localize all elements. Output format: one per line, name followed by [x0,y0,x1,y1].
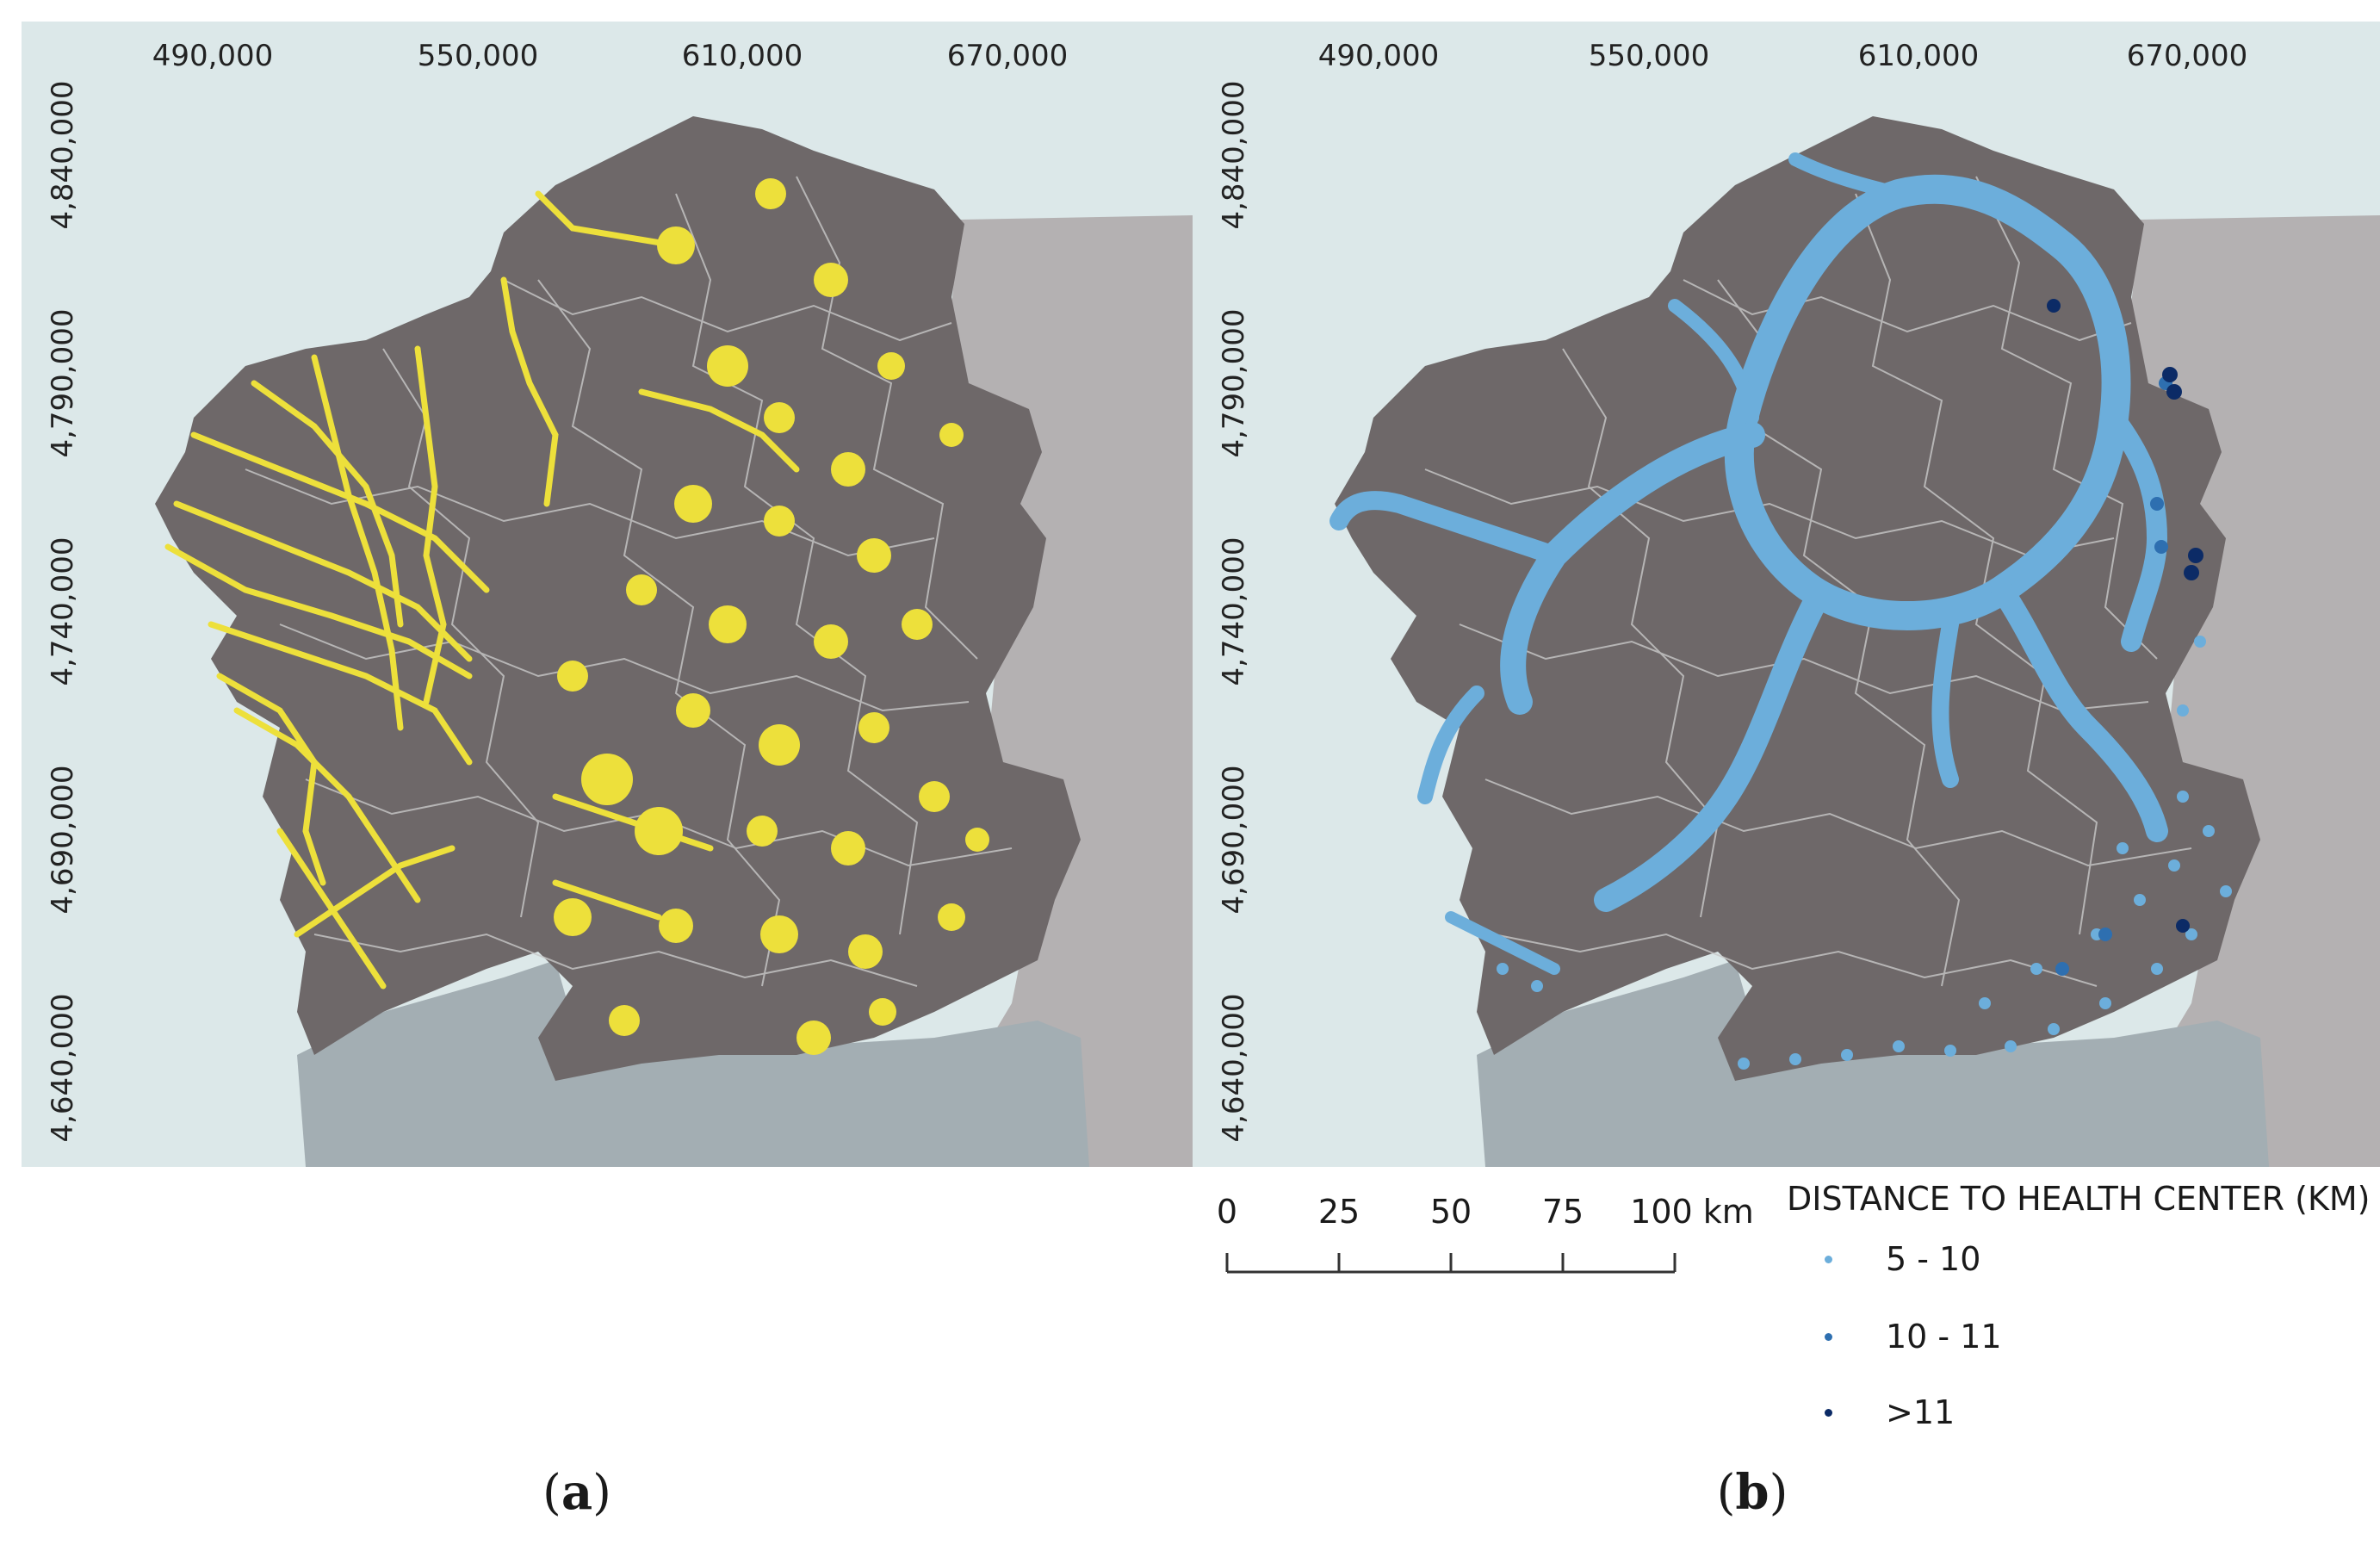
map-a-canvas [22,22,1193,1167]
x-tick: 670,000 [2126,39,2248,73]
southern-region [1477,960,2269,1167]
legend-swatch [1825,1256,1832,1263]
galicia-land [1335,116,2260,1081]
x-tick: 550,000 [417,39,539,73]
y-tick: 4,790,000 [1217,308,1251,458]
legend-title: DISTANCE TO HEALTH CENTER (KM) [1787,1180,2371,1218]
map-panel-a: 490,000 550,000 610,000 670,000 4,840,00… [22,22,1193,1167]
caption-paren: ( [1716,1465,1736,1521]
y-tick: 4,690,000 [1217,765,1251,915]
distance-points-10-11 [2055,376,2172,976]
legend-label: 10 - 11 [1886,1318,2002,1356]
road-network [164,190,800,990]
y-tick: 4,840,000 [46,80,80,230]
x-tick: 610,000 [681,39,803,73]
panel-b-caption: (b) [1717,1464,1788,1521]
y-tick: 4,740,000 [46,537,80,686]
legend: DISTANCE TO HEALTH CENTER (KM) 5 - 10 10… [1787,1180,2372,1438]
y-tick: 4,740,000 [1217,537,1251,686]
caption-paren: ) [592,1465,612,1521]
x-tick: 550,000 [1588,39,1710,73]
caption-paren: ) [1769,1465,1788,1521]
legend-label: >11 [1886,1393,1955,1431]
x-tick: 490,000 [1317,39,1440,73]
southern-region [297,960,1089,1167]
legend-label: 5 - 10 [1886,1240,1981,1278]
panel-a-caption: (a) [542,1464,611,1521]
scale-label: 75 [1541,1193,1584,1231]
distance-points-over-11 [2047,299,2203,933]
y-tick: 4,640,000 [46,993,80,1143]
x-tick: 490,000 [152,39,274,73]
y-tick: 4,640,000 [1217,993,1251,1143]
distance-points-5-10 [1497,636,2232,1070]
map-panel-b: 490,000 550,000 610,000 670,000 4,840,00… [1193,22,2380,1167]
scale-bar-line [1225,1253,1677,1274]
scale-label: 0 [1216,1193,1238,1231]
legend-swatch [1825,1409,1832,1417]
caption-paren: ( [542,1465,561,1521]
map-b-canvas [1193,22,2380,1167]
caption-letter: b [1735,1464,1770,1521]
caption-letter: a [561,1464,593,1521]
scale-label: 100 km [1630,1193,1754,1231]
y-tick: 4,690,000 [46,765,80,915]
x-tick: 670,000 [946,39,1069,73]
distance-zones [1329,152,2168,975]
scale-label: 50 [1429,1193,1472,1231]
y-tick: 4,790,000 [46,308,80,458]
legend-swatch [1825,1333,1832,1341]
road-clusters [554,178,989,1055]
scale-bar: 0 25 50 75 100 km [1201,1193,1804,1305]
scale-label: 25 [1317,1193,1360,1231]
x-tick: 610,000 [1857,39,1980,73]
y-tick: 4,840,000 [1217,80,1251,230]
